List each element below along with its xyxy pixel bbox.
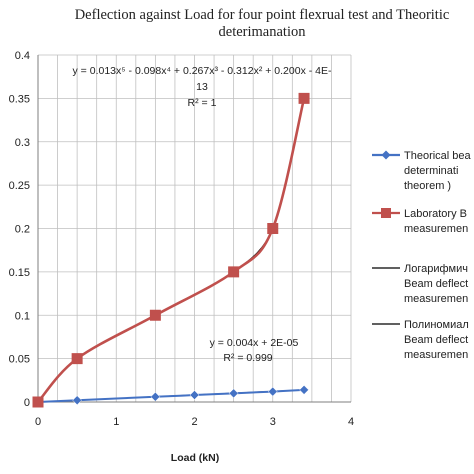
x-tick-label: 1: [113, 416, 119, 428]
data-point-theoretical: [150, 391, 161, 402]
data-point-theoretical: [189, 390, 200, 400]
y-tick-label: 0.2: [15, 224, 30, 236]
y-tick-label: 0.35: [9, 93, 30, 105]
annotation-poly-line-3: R² = 1: [188, 97, 217, 109]
axes: [37, 55, 351, 403]
annotation-polynomial-equation: y = 0.013x⁵ - 0.098x⁴ + 0.267x³ - 0.312x…: [73, 65, 332, 109]
y-tick-label: 0.3: [15, 137, 30, 149]
y-tick-label: 0.25: [9, 180, 30, 192]
chart-title: Deflection against Load for four point f…: [75, 7, 450, 40]
legend-entry-text: Beam deflect: [404, 334, 468, 346]
series-layer: [32, 92, 310, 408]
annotation-poly-line-1: y = 0.013x⁵ - 0.098x⁴ + 0.267x³ - 0.312x…: [73, 65, 332, 77]
chart-title-line-1: Deflection against Load for four point f…: [75, 7, 450, 23]
y-tick-label: 0.1: [15, 310, 30, 322]
data-point-theoretical: [72, 395, 82, 406]
legend-marker-square: [381, 208, 391, 218]
y-tick-label: 0: [24, 397, 30, 409]
legend-entry-text: Полиномиал: [404, 319, 469, 331]
data-point-theoretical: [299, 385, 309, 395]
y-tick-label: 0.15: [9, 267, 30, 279]
x-tick-labels: 0 1 2 3 4: [35, 416, 354, 428]
x-tick-label: 4: [348, 416, 354, 428]
y-tick-label: 0.05: [9, 354, 30, 366]
legend-marker-diamond: [381, 150, 391, 160]
legend-entry-text: measuremen: [404, 293, 468, 305]
x-tick-label: 2: [191, 416, 197, 428]
x-tick-label: 0: [35, 416, 41, 428]
data-point-laboratory: [71, 353, 83, 365]
legend-entry-text: theorem ): [404, 180, 451, 192]
gridlines: [37, 54, 352, 403]
data-point-theoretical: [228, 388, 239, 399]
data-point-laboratory: [267, 223, 279, 234]
data-point-laboratory: [228, 266, 240, 278]
legend-entry-text: Theorical bea: [404, 150, 472, 162]
chart-title-line-2: deterimanation: [219, 24, 307, 40]
x-tick-label: 3: [270, 416, 276, 428]
legend-entry-text: measuremen: [404, 223, 468, 235]
annotation-linear-line-1: y = 0.004x + 2E-05: [210, 337, 299, 349]
data-point-theoretical: [267, 386, 278, 397]
x-axis-label: Load (kN): [171, 452, 219, 464]
legend-entry-text: Логарифмич: [404, 263, 468, 275]
y-tick-labels: 0 0.05 0.1 0.15 0.2 0.25 0.3 0.35 0.4: [9, 50, 30, 409]
annotation-linear-equation: y = 0.004x + 2E-05 R² = 0.999: [210, 337, 299, 364]
legend-entry-text: measuremen: [404, 349, 468, 361]
legend: Theorical bea determinati theorem ) Laborat…: [372, 150, 472, 361]
annotation-linear-line-2: R² = 0.999: [223, 352, 272, 364]
legend-entry-text: determinati: [404, 165, 458, 177]
data-point-laboratory: [149, 309, 161, 321]
legend-entry-text: Beam deflect: [404, 278, 468, 290]
y-tick-label: 0.4: [15, 50, 30, 62]
annotation-poly-line-2: 13: [196, 81, 208, 93]
legend-entry-text: Laboratory B: [404, 208, 467, 220]
data-point-laboratory: [32, 396, 44, 408]
data-point-laboratory: [298, 92, 310, 104]
